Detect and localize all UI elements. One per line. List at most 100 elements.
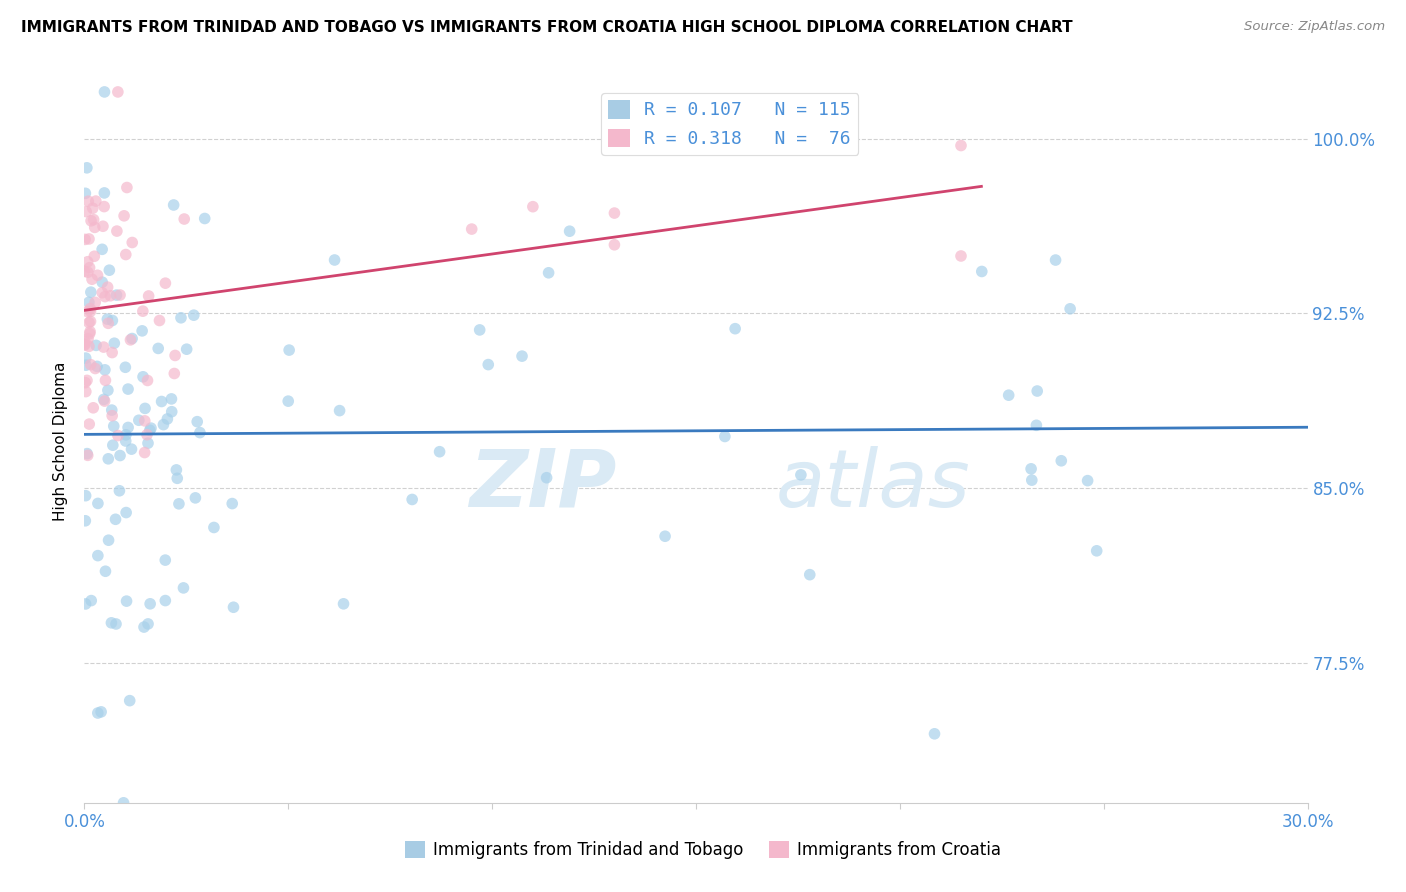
Point [94,363,117,377]
Point [79,314,101,328]
Point [121,442,143,457]
Point [1077,474,1099,488]
Point [91,219,114,234]
Point [152,417,174,432]
Point [603,206,626,220]
Point [132,304,155,318]
Point [93,392,115,407]
Point [75,204,97,219]
Point [76,254,98,268]
Point [73,334,96,349]
Point [148,342,170,356]
Point [100,289,122,303]
Point [80,285,103,300]
Point [468,323,491,337]
Point [101,438,124,452]
Point [96,312,118,326]
Point [80,214,103,228]
Point [139,421,162,435]
Point [115,594,138,608]
Point [101,345,124,359]
Point [100,615,122,630]
Point [93,200,115,214]
Point [536,471,558,485]
Point [97,316,120,330]
Point [117,420,139,434]
Point [139,423,162,437]
Point [150,394,173,409]
Point [77,194,100,209]
Point [184,491,207,505]
Point [115,427,138,442]
Point [97,384,120,398]
Point [132,369,155,384]
Point [82,201,104,215]
Point [75,351,97,365]
Point [84,295,107,310]
Point [79,325,101,339]
Point [114,434,136,448]
Point [165,348,187,362]
Point [87,549,110,563]
Point [75,384,97,399]
Point [97,451,120,466]
Point [1026,384,1049,398]
Point [75,514,97,528]
Point [799,567,821,582]
Point [79,260,101,275]
Point [80,272,103,286]
Point [537,266,560,280]
Point [160,405,183,419]
Point [176,342,198,356]
Point [97,533,120,548]
Point [950,138,973,153]
Point [100,403,122,417]
Point [131,324,153,338]
Point [277,394,299,409]
Point [139,597,162,611]
Point [1045,253,1067,268]
Point [75,489,97,503]
Point [94,564,117,578]
Point [194,211,217,226]
Point [108,483,131,498]
Point [84,361,107,376]
Point [101,409,124,423]
Point [1025,418,1047,433]
Point [654,529,676,543]
Point [77,332,100,346]
Legend: R = 0.107   N = 115, R = 0.318   N =  76: R = 0.107 N = 115, R = 0.318 N = 76 [600,93,858,155]
Point [75,186,97,201]
Point [170,310,193,325]
Point [84,194,107,208]
Point [114,360,136,375]
Point [93,85,115,99]
Point [105,617,128,632]
Point [75,232,97,246]
Point [138,289,160,303]
Point [77,316,100,330]
Point [163,367,186,381]
Point [79,358,101,372]
Point [76,447,98,461]
Point [97,280,120,294]
Point [105,288,128,302]
Point [84,338,107,352]
Point [1019,462,1042,476]
Legend: Immigrants from Trinidad and Tobago, Immigrants from Croatia: Immigrants from Trinidad and Tobago, Imm… [398,834,1008,866]
Point [134,445,156,459]
Point [93,394,115,409]
Point [278,343,301,357]
Point [76,373,98,387]
Point [83,212,105,227]
Point [76,265,98,279]
Point [332,597,354,611]
Point [107,428,129,442]
Point [790,467,813,482]
Point [73,338,96,352]
Point [83,249,105,263]
Point [477,358,499,372]
Point [997,388,1019,402]
Point [1021,473,1043,487]
Point [136,427,159,442]
